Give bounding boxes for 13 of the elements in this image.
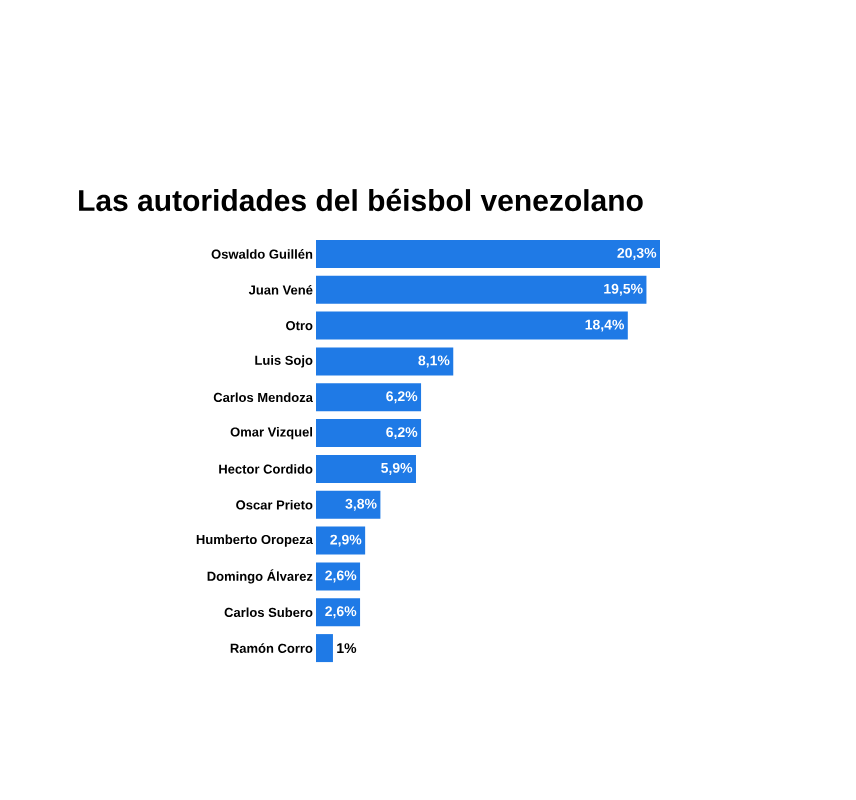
- bar: [316, 419, 422, 448]
- chart-title: Las autoridades del béisbol venezolano: [79, 188, 643, 212]
- bar: [316, 598, 361, 627]
- bar: [316, 526, 366, 555]
- bar: [316, 454, 416, 483]
- bar: [316, 275, 647, 304]
- bar: [316, 634, 333, 663]
- bar: [316, 383, 422, 412]
- bar: [316, 239, 660, 268]
- bar: [316, 311, 628, 340]
- bar: [316, 347, 454, 376]
- bar: [316, 562, 361, 591]
- bar: [316, 490, 381, 519]
